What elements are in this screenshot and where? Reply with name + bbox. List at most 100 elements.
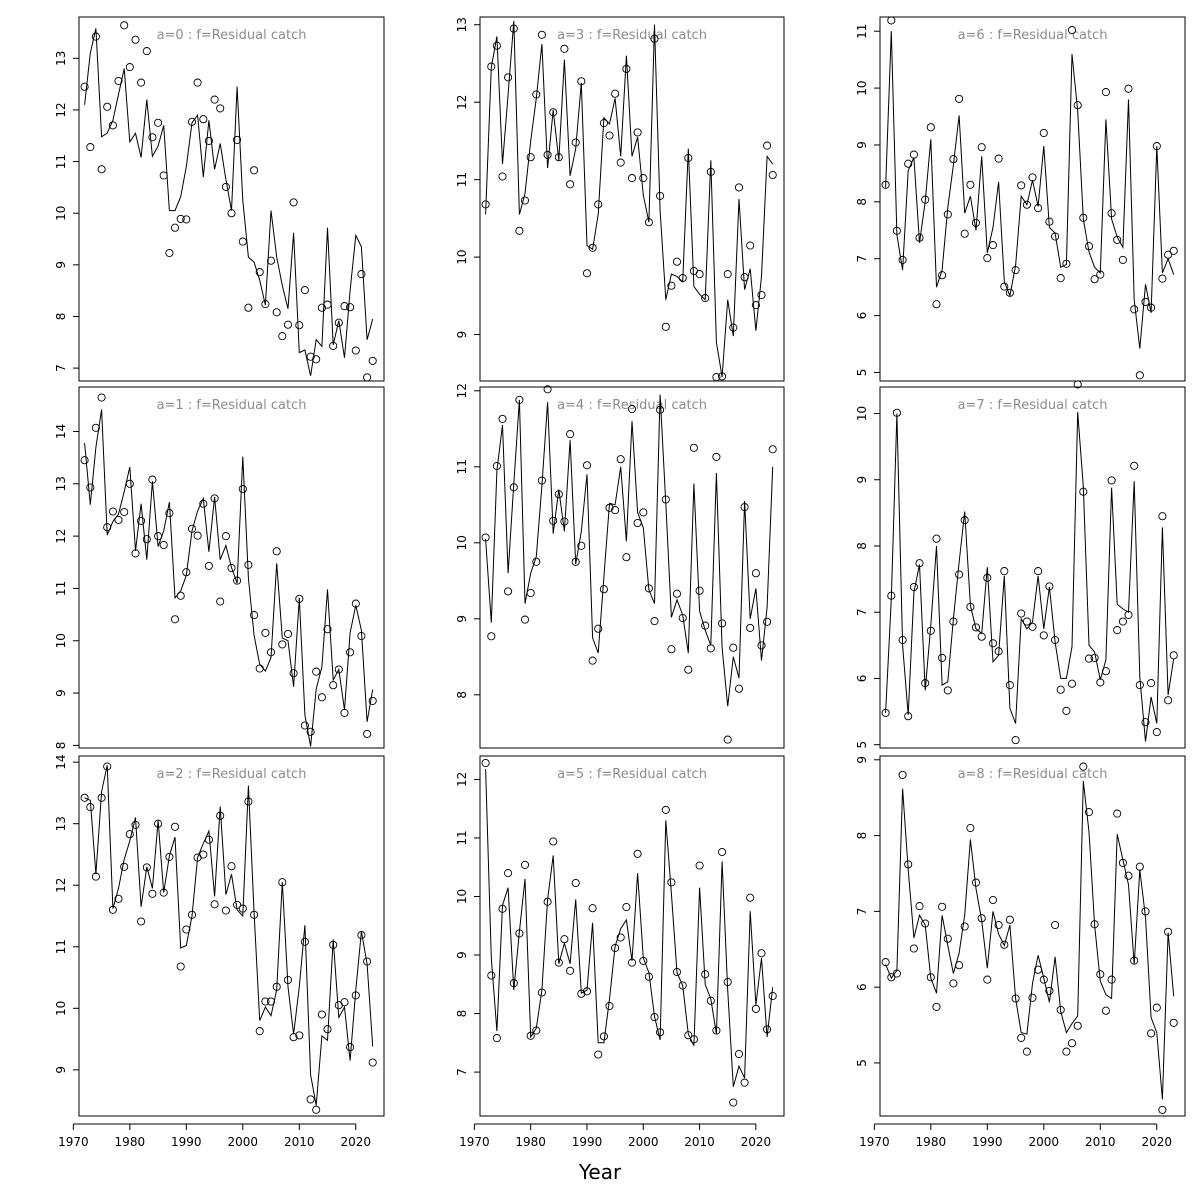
observed-point <box>650 617 659 626</box>
x-tick-label: 2010 <box>284 1135 315 1149</box>
observed-point <box>938 271 947 280</box>
observed-point <box>300 286 309 295</box>
observed-point <box>492 461 501 471</box>
observed-point <box>605 1001 614 1011</box>
observed-point <box>1079 213 1088 222</box>
observed-point <box>1062 259 1071 268</box>
fitted-line <box>885 31 1175 349</box>
panel-title: a=8 : f=Residual catch <box>958 767 1108 782</box>
observed-point <box>1164 250 1173 259</box>
observed-point <box>915 902 924 911</box>
observed-point <box>577 989 586 998</box>
x-tick-label: 1990 <box>572 1135 603 1149</box>
observed-point <box>746 893 755 902</box>
observed-point <box>176 591 185 600</box>
observed-point <box>763 1025 772 1034</box>
observed-point <box>549 516 558 525</box>
observed-point <box>266 997 276 1006</box>
observed-point <box>768 170 777 180</box>
observed-point <box>244 303 253 312</box>
panel-5: a=5 : f=Residual catch 7 8 9 10 11 12 1970 1980 1… <box>455 755 785 1149</box>
observed-point <box>334 665 343 674</box>
observed-point <box>554 153 563 162</box>
observed-point <box>639 508 648 517</box>
observed-point <box>120 21 129 30</box>
observed-point <box>300 721 309 730</box>
observed-point <box>142 47 151 56</box>
observed-point <box>955 570 964 579</box>
observed-point <box>492 1034 501 1043</box>
observed-point <box>622 902 631 912</box>
observed-point <box>520 860 530 869</box>
observed-point <box>80 793 89 802</box>
observed-point <box>701 294 710 303</box>
observed-point <box>272 982 281 991</box>
observed-point <box>199 115 208 124</box>
observed-point <box>289 198 298 207</box>
observed-point <box>154 532 163 541</box>
observed-point <box>1164 927 1173 936</box>
y-tick-label: 12 <box>54 878 68 893</box>
y-tick-label: 6 <box>855 675 869 683</box>
observed-point <box>210 95 219 104</box>
observed-point <box>1062 1047 1071 1056</box>
observed-point <box>988 241 998 250</box>
observed-point <box>329 940 338 949</box>
observed-point <box>91 872 100 881</box>
observed-point <box>616 158 625 167</box>
y-tick-label: 9 <box>455 615 469 623</box>
observed-point <box>887 16 896 25</box>
observed-point <box>689 1035 698 1044</box>
observed-point <box>983 975 992 984</box>
y-tick-label: 7 <box>54 364 68 372</box>
observed-point <box>1124 610 1133 619</box>
observed-point <box>678 981 687 990</box>
observed-point <box>588 656 597 665</box>
observed-point <box>91 423 100 432</box>
observed-point <box>1017 1033 1026 1042</box>
observed-point <box>740 1078 749 1087</box>
x-tick-label: 2000 <box>628 1135 659 1149</box>
observed-point <box>312 355 321 364</box>
y-tick-label: 8 <box>855 542 869 550</box>
observed-point <box>1011 994 1020 1003</box>
observed-point <box>898 255 907 264</box>
observed-point <box>233 576 242 585</box>
observed-point <box>892 969 901 978</box>
observed-point <box>734 183 744 192</box>
observed-point <box>1005 681 1014 690</box>
observed-point <box>1141 718 1150 727</box>
observed-point <box>137 78 146 87</box>
observed-point <box>588 904 597 913</box>
fitted-line <box>885 780 1175 1100</box>
observed-point <box>926 973 935 982</box>
observed-point <box>182 925 191 934</box>
observed-point <box>746 623 755 632</box>
y-tick-label: 11 <box>455 459 469 474</box>
observed-point <box>1152 728 1161 737</box>
observed-point <box>1084 654 1094 663</box>
observed-point <box>1124 84 1133 93</box>
x-tick-label: 2000 <box>228 1135 259 1149</box>
observed-point <box>1011 736 1020 745</box>
observed-point <box>1056 1005 1065 1014</box>
observed-point <box>678 273 687 283</box>
panel-frame <box>78 755 385 1117</box>
observed-point <box>1017 609 1026 618</box>
y-tick-label: 13 <box>455 17 469 32</box>
observed-point <box>368 1058 377 1067</box>
observed-point <box>768 445 777 454</box>
observed-point <box>1056 274 1065 283</box>
observed-point <box>346 1043 355 1052</box>
observed-point <box>554 958 563 967</box>
observed-point <box>639 956 648 965</box>
observed-point <box>515 395 524 404</box>
observed-point <box>1051 920 1060 930</box>
observed-point <box>611 943 620 953</box>
observed-point <box>926 626 935 635</box>
fitted-line <box>485 20 774 378</box>
observed-point <box>1130 305 1139 314</box>
y-tick-label: 10 <box>855 406 869 421</box>
observed-point <box>543 385 552 394</box>
